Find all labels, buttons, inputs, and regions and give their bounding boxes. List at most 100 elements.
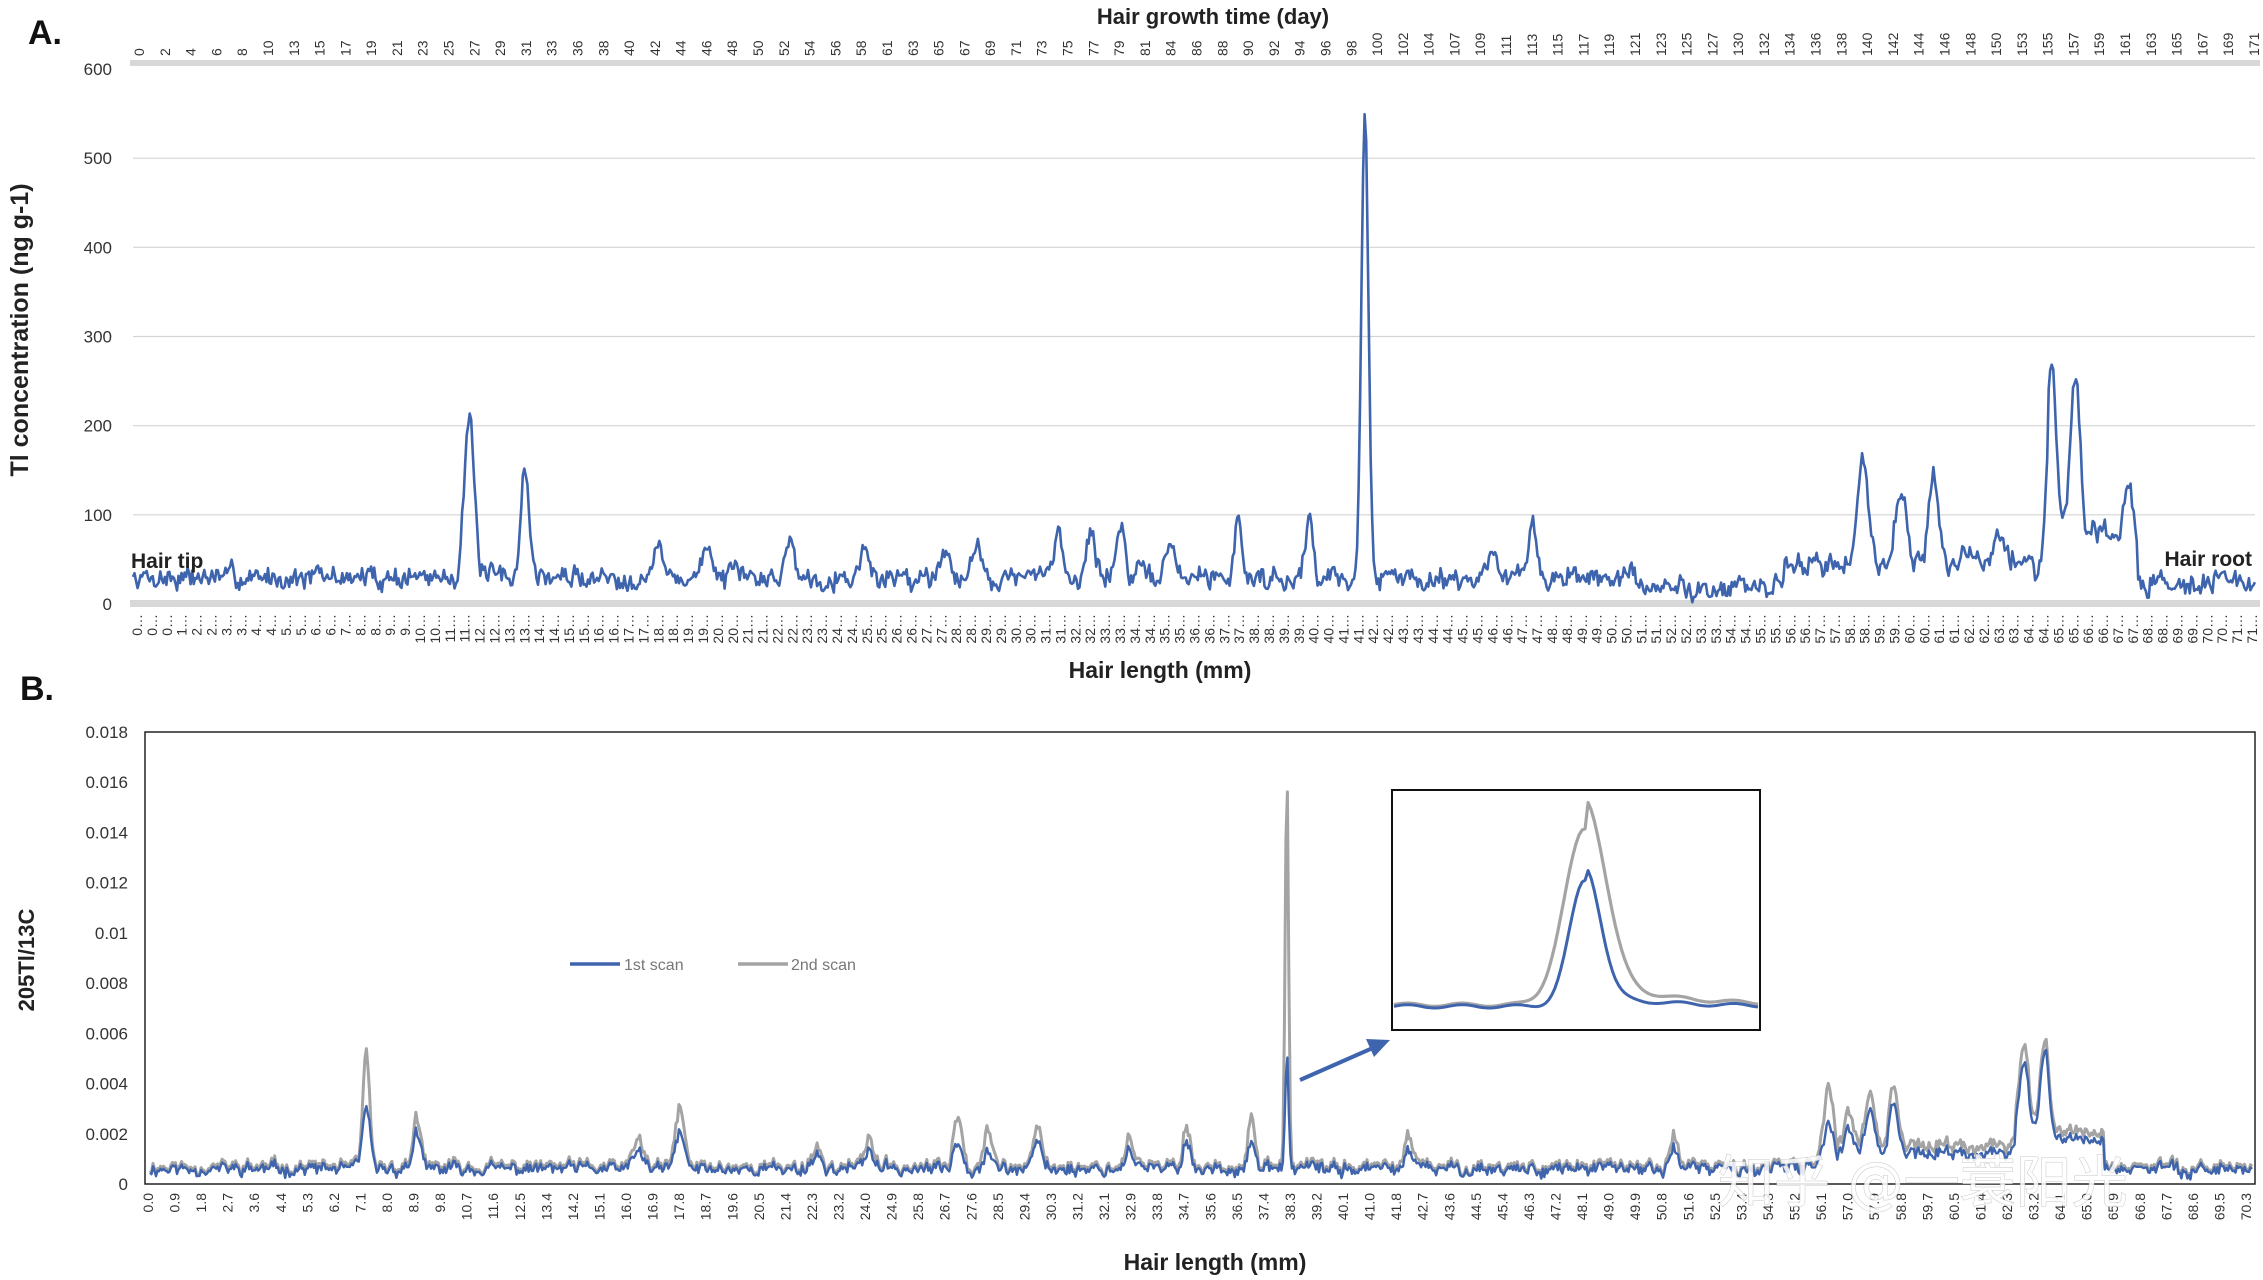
panel-a-top-tick-label: 159 bbox=[2091, 32, 2107, 56]
panel-a-y-tick-label: 500 bbox=[84, 149, 112, 168]
panel-a-bottom-tick-label: 10… bbox=[412, 614, 428, 644]
panel-a-top-tick-label: 29 bbox=[492, 40, 508, 56]
panel-a-bottom-tick-label: 66… bbox=[2080, 614, 2096, 644]
panel-a-bottom-tick-label: 60… bbox=[1916, 614, 1932, 644]
panel-a-bottom-tick-label: 39… bbox=[1291, 614, 1307, 644]
panel-b-x-tick-label: 18.7 bbox=[698, 1193, 714, 1220]
panel-a-y-tick-label: 300 bbox=[84, 328, 112, 347]
panel-a-top-tick-label: 96 bbox=[1318, 40, 1334, 56]
panel-b-x-tick-label: 24.0 bbox=[857, 1193, 873, 1220]
panel-a-bottom-tick-label: 54… bbox=[1738, 614, 1754, 644]
inset-arrow-shaft bbox=[1299, 1045, 1376, 1082]
panel-a-top-tick-label: 2 bbox=[157, 48, 173, 56]
panel-b-x-tick-label: 2.7 bbox=[220, 1193, 236, 1213]
panel-a-bottom-tick-label: 34… bbox=[1127, 614, 1143, 644]
panel-a-top-tick-label: 121 bbox=[1627, 32, 1643, 56]
panel-a-top-tick-label: 27 bbox=[466, 40, 482, 56]
annotation-hair-tip: Hair tip bbox=[131, 550, 203, 573]
panel-b-x-tick-label: 11.6 bbox=[485, 1193, 501, 1219]
panel-a-bottom-tick-label: 0… bbox=[159, 614, 175, 636]
panel-b-x-tick-label: 64.1 bbox=[2052, 1193, 2068, 1220]
panel-a-bottom-tick-label: 42… bbox=[1380, 614, 1396, 644]
panel-a-top-tick-label: 17 bbox=[337, 40, 353, 56]
panel-a-bottom-tick-label: 38… bbox=[1246, 614, 1262, 644]
panel-a-bottom-tick-label: 56… bbox=[1782, 614, 1798, 644]
panel-b-x-tick-label: 9.8 bbox=[432, 1193, 448, 1213]
panel-b-y-axis-title-text: 205Tl/13C bbox=[14, 909, 39, 1012]
panel-a-bottom-tick-label: 63… bbox=[1991, 614, 2007, 644]
panel-b-x-tick-label: 0.0 bbox=[140, 1193, 156, 1213]
panel-a-top-tick-label: 111 bbox=[1498, 35, 1514, 56]
panel-a-bottom-tick-label: 33… bbox=[1097, 614, 1113, 644]
panel-a-y-axis-title: Tl concentration (ng g-1) bbox=[6, 183, 34, 476]
panel-b-x-tick-label: 21.4 bbox=[777, 1193, 793, 1220]
panel-a-top-tick-label: 140 bbox=[1859, 32, 1875, 56]
panel-a-y-ticks: 0 100 200 300 400 500 600 bbox=[84, 60, 112, 614]
panel-b-x-tick-label: 65.9 bbox=[2105, 1193, 2121, 1220]
panel-b-x-tick-label: 30.3 bbox=[1043, 1193, 1059, 1220]
panel-a-bottom-tick-label: 3… bbox=[233, 614, 249, 636]
panel-a-bottom-tick-label: 46… bbox=[1499, 614, 1515, 644]
panel-a-bottom-tick-label: 13… bbox=[501, 614, 517, 644]
panel-b-x-tick-label: 34.7 bbox=[1176, 1193, 1192, 1220]
panel-a-bottom-tick-label: 59… bbox=[1887, 614, 1903, 644]
panel-a-bottom-tick-label: 60… bbox=[1901, 614, 1917, 644]
panel-a-bottom-tick-label: 32… bbox=[1082, 614, 1098, 644]
panel-b-x-tick-label: 62.3 bbox=[1999, 1193, 2015, 1220]
panel-a-bottom-tick-label: 54… bbox=[1723, 614, 1739, 644]
panel-a-bottom-tick-label: 49… bbox=[1589, 614, 1605, 644]
panel-a-bottom-ticks: 0…0…0…1…2…2…3…3…4…4…5…5…6…6…7…8…8…9…9…10… bbox=[129, 614, 2260, 644]
panel-b-x-tick-label: 59.7 bbox=[1919, 1193, 1935, 1220]
panel-a-bottom-tick-label: 68… bbox=[2140, 614, 2156, 644]
panel-a-top-tick-label: 117 bbox=[1575, 33, 1591, 56]
panel-b-x-tick-label: 43.6 bbox=[1441, 1193, 1457, 1220]
panel-b-x-tick-label: 58.8 bbox=[1893, 1193, 1909, 1220]
panel-a-bottom-tick-label: 28… bbox=[963, 614, 979, 644]
panel-a-y-tick-label: 100 bbox=[84, 506, 112, 525]
panel-b-x-tick-label: 41.8 bbox=[1388, 1193, 1404, 1220]
panel-b-x-tick-label: 29.4 bbox=[1016, 1193, 1032, 1220]
inset-arrow-head bbox=[1366, 1039, 1390, 1057]
panel-a-top-tick-label: 10 bbox=[260, 40, 276, 56]
panel-a-bottom-tick-label: 5… bbox=[293, 614, 309, 636]
panel-a-bottom-tick-label: 25… bbox=[859, 614, 875, 644]
panel-a-bottom-tick-label: 66… bbox=[2095, 614, 2111, 644]
panel-b-x-tick-label: 70.3 bbox=[2238, 1193, 2254, 1220]
panel-a-top-tick-label: 169 bbox=[2220, 32, 2236, 56]
panel-a-bottom-tick-label: 8… bbox=[367, 614, 383, 636]
panel-b-x-tick-label: 54.3 bbox=[1760, 1193, 1776, 1220]
panel-a-bottom-tick-label: 21… bbox=[740, 614, 756, 644]
panel-a-bottom-tick-label: 44… bbox=[1425, 614, 1441, 644]
panel-a-top-tick-label: 33 bbox=[544, 40, 560, 56]
panel-a-top-tick-label: 23 bbox=[415, 40, 431, 56]
panel-a-bottom-tick-label: 15… bbox=[561, 614, 577, 644]
panel-b-x-tick-label: 55.2 bbox=[1787, 1193, 1803, 1220]
panel-a-bottom-tick-label: 48… bbox=[1559, 614, 1575, 644]
panel-a-bottom-tick-label: 64… bbox=[2036, 614, 2052, 644]
panel-b-x-tick-label: 23.2 bbox=[831, 1193, 847, 1220]
panel-a-bottom-tick-label: 59… bbox=[1872, 614, 1888, 644]
panel-a-bottom-tick-label: 51… bbox=[1648, 614, 1664, 644]
panel-a-bottom-tick-label: 6… bbox=[308, 614, 324, 636]
panel-a-bottom-tick-label: 31… bbox=[1053, 614, 1069, 644]
panel-a-bottom-tick-label: 3… bbox=[218, 614, 234, 636]
panel-a-bottom-tick-label: 57… bbox=[1827, 614, 1843, 644]
panel-b-x-tick-label: 63.2 bbox=[2026, 1193, 2042, 1220]
panel-b-x-tick-label: 16.9 bbox=[645, 1193, 661, 1220]
panel-a-top-tick-label: 86 bbox=[1189, 40, 1205, 56]
panel-a-bottom-tick-label: 32… bbox=[1067, 614, 1083, 644]
panel-a-top-tick-label: 63 bbox=[905, 40, 921, 56]
panel-a-top-tick-label: 15 bbox=[312, 40, 328, 56]
panel-a-top-tick-label: 100 bbox=[1369, 32, 1385, 56]
panel-a-bottom-tick-label: 61… bbox=[1931, 614, 1947, 644]
panel-a-top-axis-title: Hair growth time (day) bbox=[1097, 4, 1329, 29]
panel-b-y-tick-label: 0.006 bbox=[85, 1024, 128, 1043]
panel-a-bottom-tick-label: 45… bbox=[1455, 614, 1471, 644]
panel-b-series-1st-scan bbox=[149, 1048, 2253, 1181]
panel-a-bottom-tick-label: 23… bbox=[799, 614, 815, 644]
panel-a-bottom-tick-label: 61… bbox=[1946, 614, 1962, 644]
panel-a-bottom-tick-label: 65… bbox=[2065, 614, 2081, 644]
panel-a-top-tick-label: 119 bbox=[1601, 33, 1617, 56]
panel-a-top-tick-label: 92 bbox=[1266, 40, 1282, 56]
panel-a-gridlines bbox=[133, 157, 2255, 516]
